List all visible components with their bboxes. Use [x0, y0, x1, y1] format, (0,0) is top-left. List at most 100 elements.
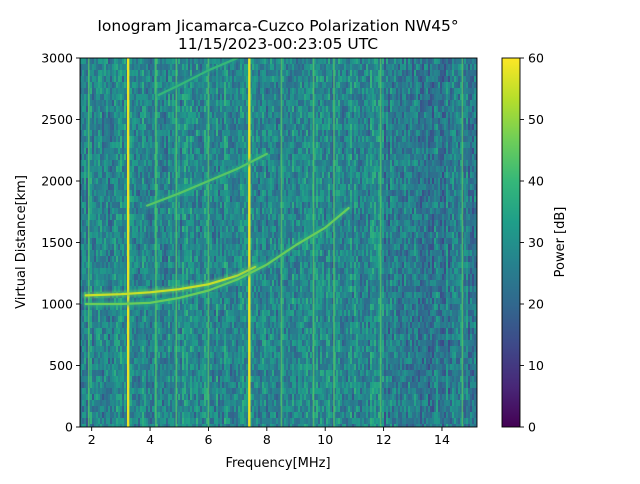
heatmap-cell [230, 214, 232, 220]
heatmap-cell [214, 418, 216, 424]
heatmap-cell [110, 382, 112, 388]
heatmap-cell [220, 88, 222, 94]
heatmap-cell [96, 256, 98, 262]
heatmap-cell [192, 166, 194, 172]
heatmap-cell [144, 382, 146, 388]
heatmap-cell [90, 280, 92, 286]
heatmap-cell [110, 310, 112, 316]
heatmap-cell [170, 382, 172, 388]
heatmap-cell [96, 220, 98, 226]
heatmap-cell [204, 202, 206, 208]
heatmap-cell [114, 196, 116, 202]
heatmap-cell [138, 310, 140, 316]
heatmap-cell [120, 316, 122, 322]
heatmap-cell [92, 130, 94, 136]
heatmap-cell [204, 100, 206, 106]
heatmap-cell [218, 220, 220, 226]
heatmap-cell [140, 310, 142, 316]
heatmap-cell [116, 382, 118, 388]
heatmap-cell [216, 220, 218, 226]
heatmap-cell [184, 208, 186, 214]
heatmap-cell [160, 316, 162, 322]
heatmap-cell [102, 82, 104, 88]
heatmap-cell [236, 124, 238, 130]
heatmap-cell [182, 424, 184, 427]
heatmap-cell [144, 208, 146, 214]
heatmap-cell [104, 106, 106, 112]
heatmap-cell [86, 370, 88, 376]
heatmap-cell [196, 226, 198, 232]
heatmap-cell [218, 406, 220, 412]
heatmap-cell [240, 76, 242, 82]
heatmap-cell [132, 370, 134, 376]
heatmap-cell [82, 382, 84, 388]
heatmap-cell [166, 244, 168, 250]
heatmap-cell [184, 112, 186, 118]
heatmap-cell [154, 214, 156, 220]
heatmap-cell [122, 202, 124, 208]
heatmap-cell [92, 262, 94, 268]
heatmap-cell [210, 322, 212, 328]
heatmap-cell [218, 340, 220, 346]
heatmap-cell [122, 154, 124, 160]
heatmap-cell [142, 208, 144, 214]
heatmap-cell [102, 142, 104, 148]
heatmap-cell [180, 256, 182, 262]
heatmap-cell [220, 418, 222, 424]
heatmap-cell [214, 130, 216, 136]
heatmap-cell [158, 70, 160, 76]
heatmap-cell [200, 334, 202, 340]
heatmap-cell [132, 244, 134, 250]
heatmap-cell [148, 172, 150, 178]
heatmap-cell [202, 334, 204, 340]
heatmap-cell [206, 226, 208, 232]
heatmap-cell [216, 238, 218, 244]
heatmap-cell [142, 88, 144, 94]
heatmap-cell [168, 214, 170, 220]
heatmap-cell [206, 364, 208, 370]
heatmap-cell [80, 268, 82, 274]
heatmap-cell [216, 148, 218, 154]
heatmap-cell [232, 304, 234, 310]
heatmap-cell [136, 424, 138, 427]
heatmap-cell [200, 214, 202, 220]
heatmap-cell [198, 142, 200, 148]
heatmap-cell [82, 262, 84, 268]
heatmap-cell [80, 352, 82, 358]
heatmap-cell [92, 418, 94, 424]
heatmap-cell [216, 82, 218, 88]
heatmap-cell [110, 226, 112, 232]
heatmap-cell [160, 232, 162, 238]
heatmap-cell [220, 364, 222, 370]
heatmap-cell [122, 118, 124, 124]
heatmap-cell [212, 58, 214, 64]
heatmap-cell [168, 292, 170, 298]
heatmap-cell [170, 292, 172, 298]
heatmap-cell [216, 106, 218, 112]
heatmap-cell [232, 94, 234, 100]
heatmap-cell [198, 160, 200, 166]
heatmap-cell [200, 88, 202, 94]
heatmap-cell [214, 316, 216, 322]
heatmap-cell [212, 328, 214, 334]
heatmap-cell [232, 148, 234, 154]
heatmap-cell [120, 172, 122, 178]
heatmap-cell [94, 88, 96, 94]
heatmap-cell [210, 292, 212, 298]
heatmap-cell [110, 196, 112, 202]
heatmap-cell [114, 154, 116, 160]
heatmap-cell [146, 250, 148, 256]
heatmap-cell [118, 58, 120, 64]
heatmap-cell [84, 328, 86, 334]
heatmap-cell [90, 286, 92, 292]
heatmap-cell [220, 388, 222, 394]
heatmap-cell [230, 190, 232, 196]
heatmap-cell [86, 112, 88, 118]
heatmap-cell [148, 268, 150, 274]
heatmap-cell [134, 142, 136, 148]
heatmap-cell [190, 298, 192, 304]
heatmap-cell [240, 94, 242, 100]
heatmap-cell [184, 142, 186, 148]
heatmap-cell [226, 406, 228, 412]
heatmap-cell [210, 274, 212, 280]
